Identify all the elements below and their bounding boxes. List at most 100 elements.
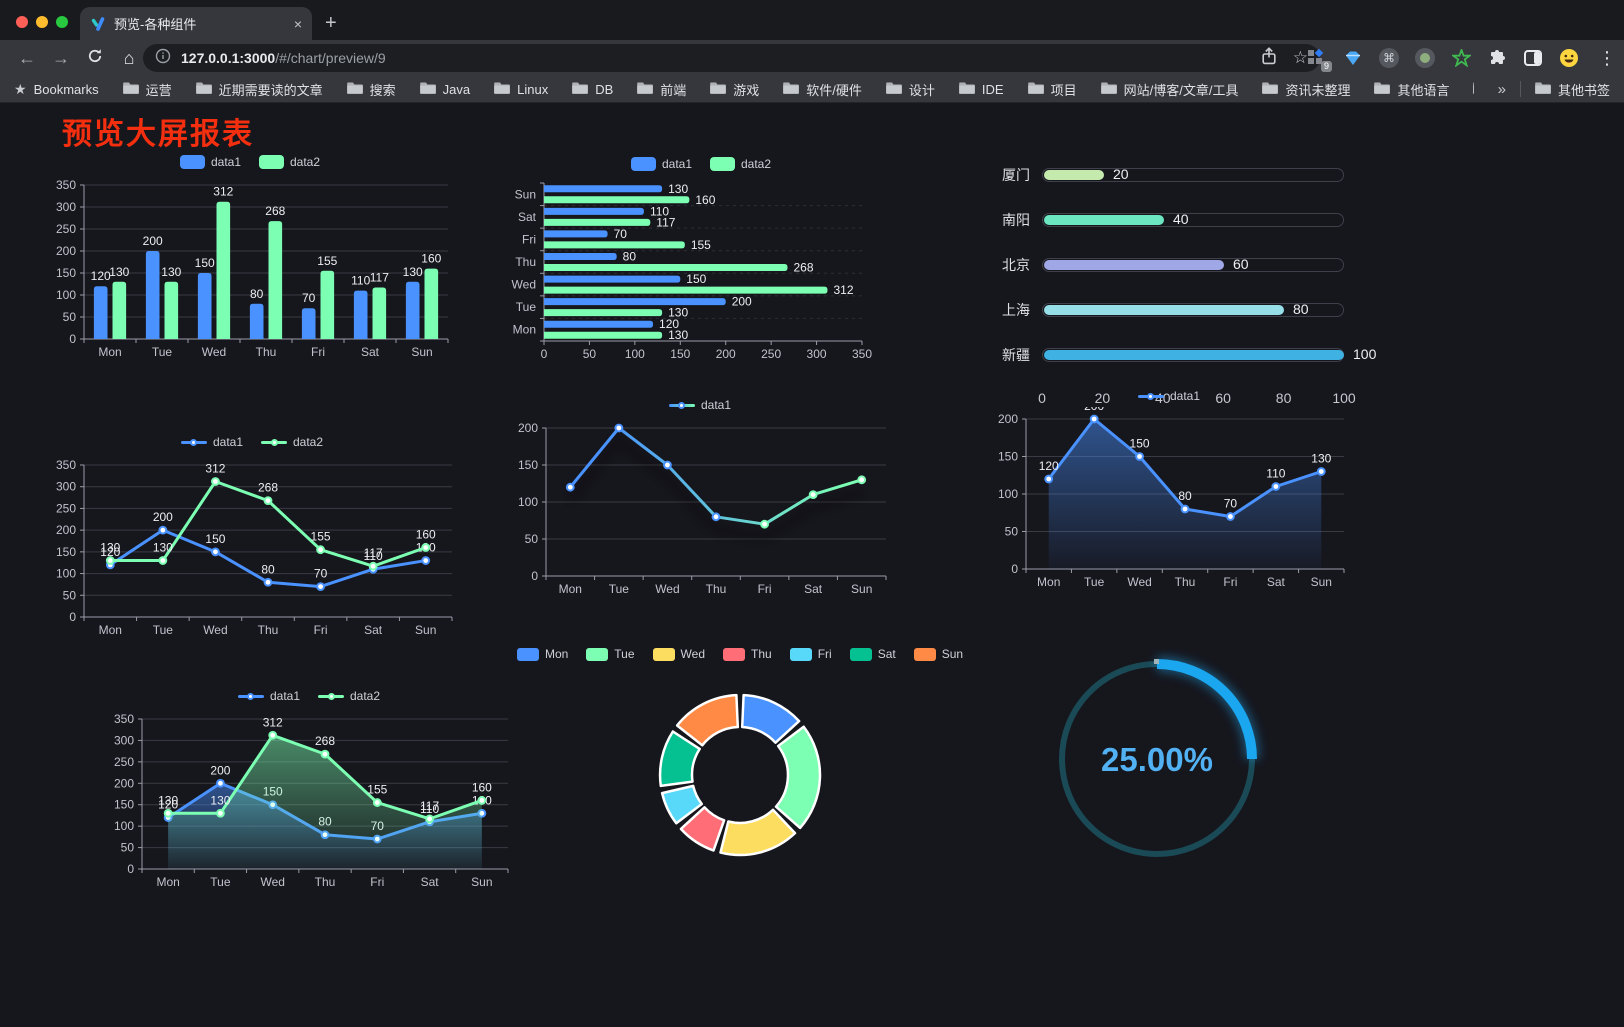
bookmark-folder-label: Java — [442, 81, 471, 97]
bookmark-folder-8[interactable]: 软件/硬件 — [783, 80, 862, 99]
progress-track: 60 — [1042, 256, 1344, 272]
svg-text:312: 312 — [833, 283, 853, 297]
bookmark-folder-6[interactable]: 前端 — [637, 80, 686, 99]
extension-pixel-icon[interactable]: 9 — [1306, 47, 1332, 72]
svg-text:130: 130 — [1311, 452, 1331, 466]
bookmark-folder-13[interactable]: 资讯未整理 — [1262, 80, 1350, 99]
svg-text:Wed: Wed — [202, 345, 226, 359]
site-info-icon[interactable] — [155, 48, 171, 69]
reload-button[interactable] — [78, 48, 112, 69]
svg-text:268: 268 — [265, 204, 285, 218]
svg-text:0: 0 — [69, 610, 76, 624]
svg-text:Sun: Sun — [1311, 575, 1332, 589]
progress-label: 北京 — [1002, 257, 1030, 273]
legend-item-data1[interactable]: data1 — [630, 157, 692, 171]
legend-item-Mon[interactable]: Mon — [516, 647, 568, 661]
bookmark-folder-12[interactable]: 网站/博客/文章/工具 — [1100, 80, 1238, 99]
progress-fill — [1044, 170, 1104, 180]
svg-text:70: 70 — [614, 227, 628, 241]
other-bookmarks[interactable]: 其他书签 — [1535, 80, 1610, 99]
share-icon[interactable] — [1261, 46, 1277, 70]
legend-item-data2[interactable]: data2 — [318, 689, 380, 703]
svg-text:300: 300 — [56, 200, 76, 214]
svg-text:130: 130 — [158, 793, 178, 807]
svg-text:268: 268 — [793, 261, 813, 275]
legend-item-Sun[interactable]: Sun — [913, 647, 963, 661]
legend-item-Sat[interactable]: Sat — [849, 647, 896, 661]
extension-star-icon[interactable] — [1450, 47, 1472, 69]
svg-text:Sat: Sat — [361, 345, 380, 359]
bookmark-folder-7[interactable]: 游戏 — [710, 80, 759, 99]
window-minimize-button[interactable] — [36, 16, 48, 28]
bookmark-folder-label: 资讯未整理 — [1285, 82, 1351, 98]
window-zoom-button[interactable] — [56, 16, 68, 28]
svg-text:130: 130 — [109, 265, 129, 279]
window-close-button[interactable] — [16, 16, 28, 28]
bookmarks-right: » 其他书签 — [1498, 80, 1610, 99]
chart-legend: data1 — [984, 385, 1354, 407]
forward-button[interactable]: → — [52, 47, 70, 68]
extensions-puzzle-icon[interactable] — [1486, 47, 1508, 69]
window-controls — [16, 16, 68, 28]
svg-text:Tue: Tue — [609, 582, 630, 596]
bookmark-folder-9[interactable]: 设计 — [886, 80, 935, 99]
new-tab-button[interactable]: + — [325, 12, 337, 34]
bookmark-folder-label: 运营 — [145, 82, 172, 98]
tab-close-icon[interactable]: × — [293, 15, 302, 32]
legend-label: data2 — [290, 155, 321, 169]
svg-text:Fri: Fri — [522, 232, 536, 246]
svg-text:100: 100 — [56, 288, 76, 302]
bookmark-folder-11[interactable]: 项目 — [1027, 80, 1077, 99]
svg-text:130: 130 — [403, 265, 423, 279]
legend-item-data2[interactable]: data2 — [261, 435, 323, 449]
svg-text:130: 130 — [210, 793, 230, 807]
legend-item-Wed[interactable]: Wed — [652, 647, 705, 661]
bookmark-folder-10[interactable]: IDE — [959, 81, 1004, 97]
back-button[interactable]: ← — [18, 47, 36, 68]
extension-record-icon[interactable] — [1414, 47, 1436, 69]
legend-item-Tue[interactable]: Tue — [586, 647, 635, 661]
legend-item-data1[interactable]: data1 — [1137, 389, 1200, 403]
bookmark-star-icon[interactable]: ☆ — [1292, 48, 1308, 67]
page-title: 预览大屏报表 — [62, 118, 254, 151]
progress-label: 上海 — [1002, 302, 1030, 318]
bookmarks-overflow-button[interactable]: » — [1497, 80, 1506, 98]
browser-menu-button[interactable]: ⋮ — [1598, 47, 1616, 68]
url-text[interactable]: 127.0.0.1:3000/#/chart/preview/9 — [181, 50, 1251, 66]
donut-chart: Mon Tue Wed Thu Fri Sat Sun — [516, 643, 963, 887]
address-bar[interactable]: 127.0.0.1:3000/#/chart/preview/9 ☆ — [143, 44, 1320, 72]
svg-text:130: 130 — [668, 328, 688, 342]
side-panel-icon[interactable] — [1522, 47, 1544, 69]
svg-text:117: 117 — [420, 799, 439, 813]
browser-tab[interactable]: 预览-各种组件 × — [80, 7, 312, 40]
progress-value: 60 — [1233, 256, 1249, 272]
legend-item-data1[interactable]: data1 — [237, 689, 300, 703]
legend-item-data1[interactable]: data1 — [180, 435, 243, 449]
bookmark-folder-2[interactable]: 搜索 — [346, 80, 396, 99]
bookmark-folder-0[interactable]: 运营 — [122, 80, 172, 99]
chart-legend: data1 data2 — [42, 431, 462, 453]
bookmarks-root[interactable]: ★ Bookmarks — [14, 81, 99, 98]
legend-item-data1[interactable]: data1 — [668, 398, 731, 412]
extension-command-icon[interactable]: ⌘ — [1378, 47, 1400, 69]
svg-text:0: 0 — [541, 347, 548, 361]
bookmark-folder-14[interactable]: 其他语言 — [1374, 80, 1449, 99]
progress-axis: 0 20 40 60 80 100 — [996, 390, 1356, 406]
bookmark-folder-3[interactable]: Java — [419, 81, 471, 97]
bookmark-folder-1[interactable]: 近期需要读的文章 — [195, 80, 323, 99]
svg-text:Wed: Wed — [512, 278, 536, 292]
legend-item-Thu[interactable]: Thu — [723, 647, 772, 661]
legend-label: Wed — [680, 647, 705, 661]
legend-item-data2[interactable]: data2 — [259, 155, 320, 169]
extension-gem-icon[interactable] — [1342, 47, 1364, 69]
bookmarks-root-label: Bookmarks — [33, 81, 99, 97]
bookmark-folder-4[interactable]: Linux — [494, 81, 548, 97]
progress-fill — [1044, 260, 1224, 270]
browser-toolbar: ← → ⌂ 127.0.0.1:3000/#/chart/preview/9 ☆… — [0, 40, 1624, 76]
legend-item-data1[interactable]: data1 — [179, 155, 241, 169]
home-button[interactable]: ⌂ — [123, 47, 135, 68]
profile-avatar[interactable] — [1558, 47, 1580, 69]
bookmark-folder-5[interactable]: DB — [572, 81, 613, 97]
legend-item-data2[interactable]: data2 — [710, 157, 771, 171]
legend-item-Fri[interactable]: Fri — [789, 647, 832, 661]
